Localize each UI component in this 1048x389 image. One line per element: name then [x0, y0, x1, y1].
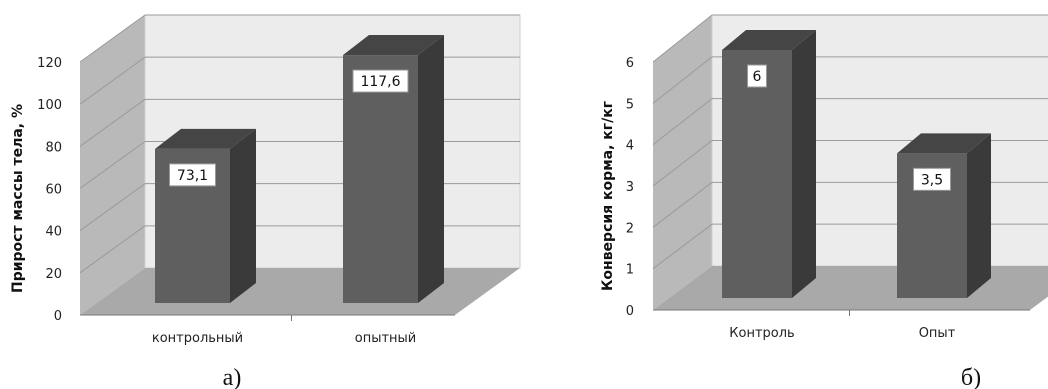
category-label: Опыт [919, 326, 956, 341]
chart-caption: б) [961, 365, 981, 389]
bar-side [792, 30, 816, 298]
category-label: опытный [355, 331, 417, 346]
bar-side [230, 128, 256, 303]
y-tick-label: 80 [45, 140, 62, 155]
data-label: 117,6 [360, 74, 400, 90]
gridline-side [79, 225, 146, 274]
bar-side [967, 133, 991, 298]
category-label: контрольный [152, 331, 243, 346]
y-tick-label: 120 [37, 56, 62, 71]
y-tick-label: 4 [626, 139, 634, 154]
gridline-side [79, 183, 146, 232]
gridline-side [652, 98, 713, 146]
data-label: 6 [753, 69, 762, 85]
data-label-box [352, 69, 409, 93]
bar-top [897, 133, 991, 154]
bar [722, 50, 792, 298]
gridline-side [652, 14, 713, 63]
y-tick-label: 3 [626, 180, 634, 195]
floor [80, 268, 520, 315]
gridline-side [79, 56, 146, 105]
data-label-box [913, 167, 951, 191]
gridline-side [79, 14, 146, 63]
y-tick-label: 0 [54, 309, 62, 324]
gridline-side [652, 223, 713, 270]
bar [343, 55, 418, 304]
chart-b-group: 0 1 2 3 4 5 6 6 Контроль 3,5 Опыт Конверсия корма, … [600, 14, 1048, 389]
side-wall [653, 15, 712, 310]
y-axis-title: Прирост массы тела, % [10, 104, 26, 293]
data-label: 3,5 [921, 172, 943, 188]
chart-caption: а) [223, 365, 242, 389]
data-label-box [169, 163, 216, 187]
bar-top [722, 30, 816, 50]
gridline-side [652, 181, 713, 228]
data-label: 73,1 [177, 168, 208, 184]
chart-a-group: 0 20 40 60 80 100 120 73,1 контрольный 117,6 опытн… [10, 14, 521, 389]
bar-top [343, 35, 444, 56]
y-tick-label: 60 [45, 183, 62, 198]
bar-top [155, 128, 256, 149]
gridline-side [652, 56, 713, 104]
y-tick-label: 100 [37, 98, 62, 113]
y-tick-label: 5 [626, 97, 634, 112]
y-tick-label: 6 [626, 56, 634, 71]
y-axis-title: Конверсия корма, кг/кг [600, 101, 616, 291]
y-tick-label: 20 [45, 267, 62, 282]
y-tick-label: 0 [626, 304, 634, 319]
gridline-side [79, 141, 146, 189]
y-tick-label: 2 [626, 221, 634, 236]
gridline-side [652, 140, 713, 187]
data-label-box [747, 64, 767, 88]
y-tick-label: 1 [626, 263, 634, 278]
bar-side [418, 35, 444, 304]
y-tick-label: 40 [45, 225, 62, 240]
gridline-side [79, 98, 146, 147]
category-label: Контроль [729, 326, 794, 341]
